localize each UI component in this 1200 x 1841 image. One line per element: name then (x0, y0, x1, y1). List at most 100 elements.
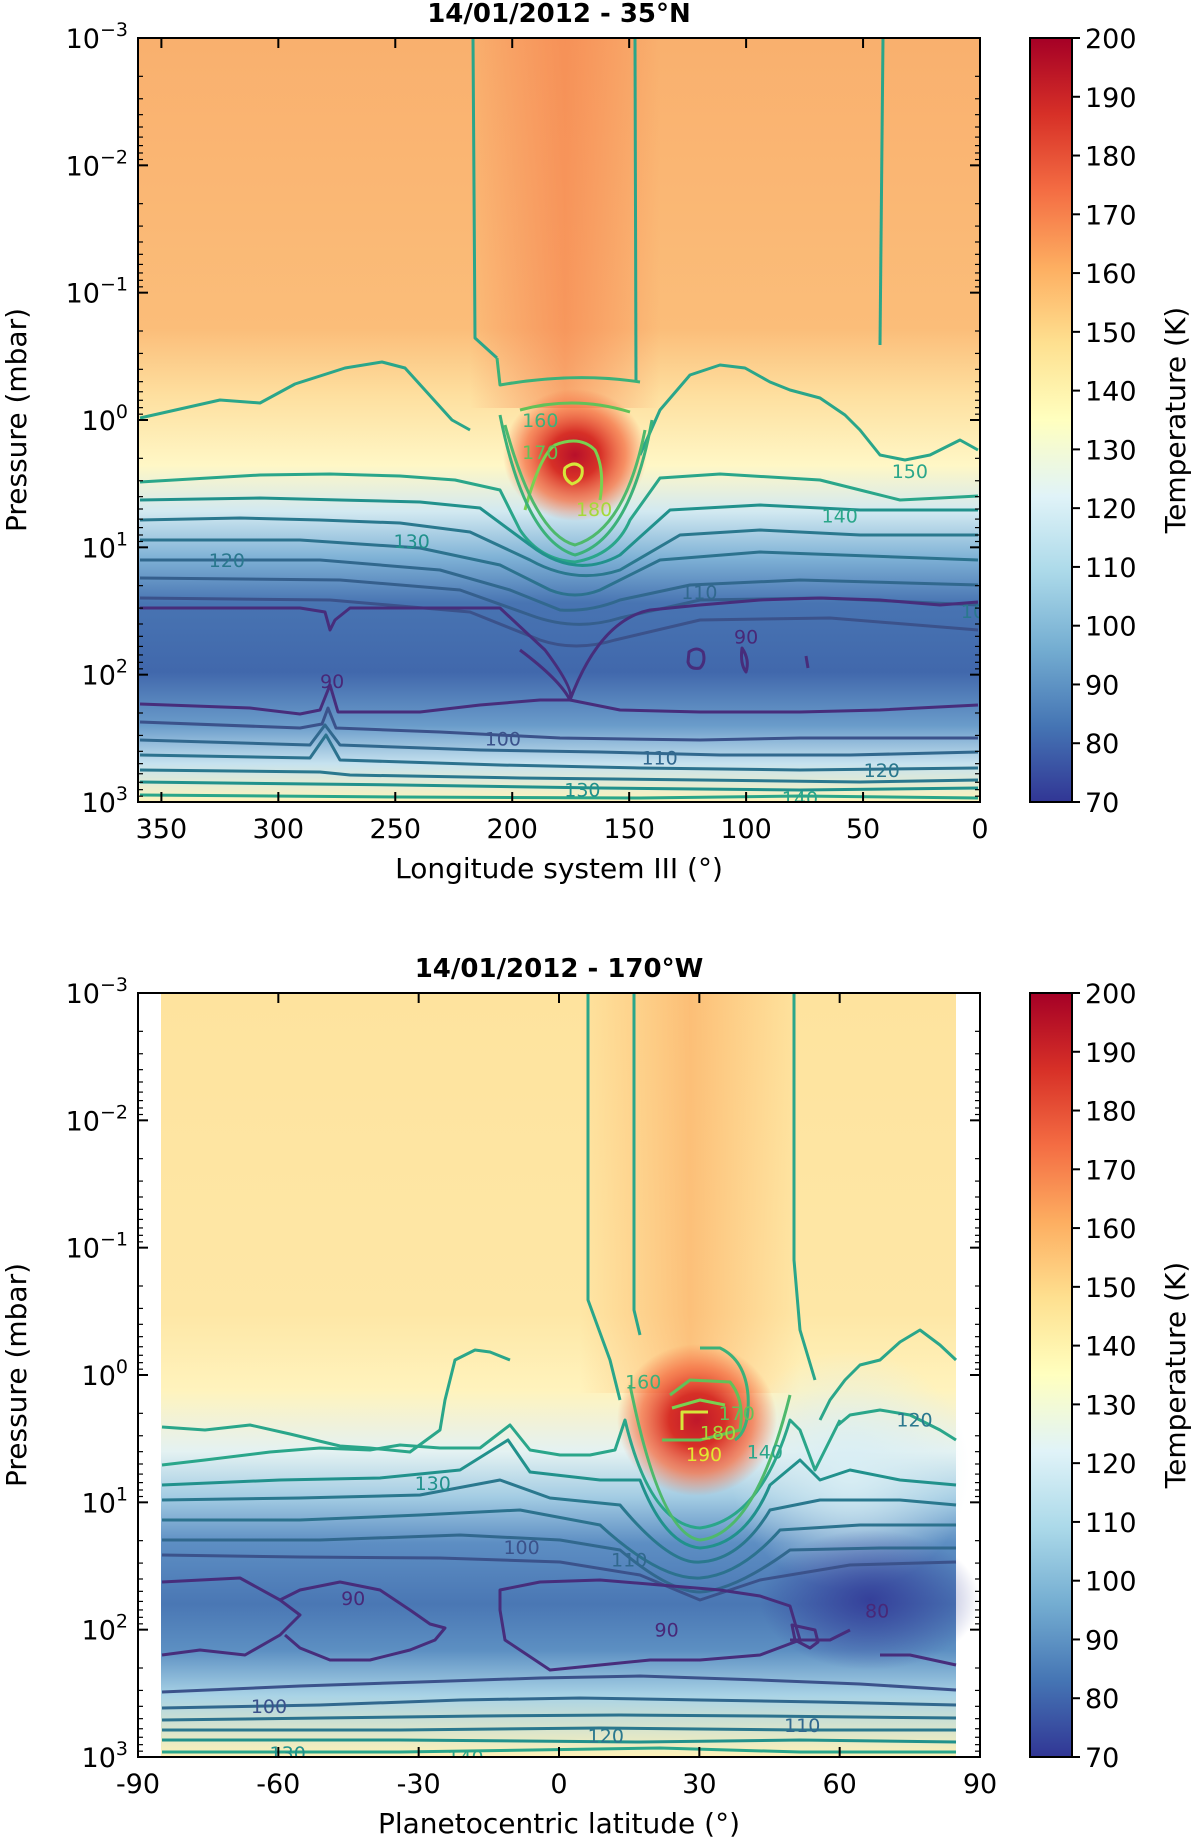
x-ticks-2: -90 -60 -30 0 30 60 90 (116, 993, 997, 1800)
colorbar-tick-label: 140 (1085, 1332, 1137, 1363)
colorbar-gradient-1 (1029, 37, 1073, 803)
colorbar-gradient-2 (1029, 992, 1073, 1758)
panel-longitude-section: 14/01/2012 - 35°N (0, 0, 1192, 885)
contour-label: 180 (700, 1422, 736, 1444)
y-tick-label: 103 (82, 1738, 128, 1774)
contour-label: 190 (686, 1444, 722, 1466)
contour-label: 90 (734, 626, 758, 648)
y-axis-label-2: Pressure (mbar) (0, 1263, 33, 1487)
y-tick-label: 101 (82, 1483, 128, 1519)
contour-110-lower-2 (161, 1713, 957, 1722)
contour-110-1 (140, 558, 979, 612)
contour-170-1 (519, 401, 631, 414)
contour-150-right-2 (792, 993, 817, 1381)
x-tick-label: 50 (846, 814, 880, 845)
colorbar-label-1: Temperature (K) (1159, 307, 1192, 534)
colorbar-tick-label: 200 (1085, 979, 1137, 1010)
colorbar-tick-label: 80 (1085, 1684, 1119, 1715)
colorbar-tick-label: 200 (1085, 24, 1137, 55)
warm-column-2 (580, 993, 800, 1393)
contour-105-lower-2 (161, 1696, 957, 1710)
contour-115-1 (140, 538, 979, 597)
contour-label: 110 (681, 582, 717, 604)
contour-110-2 (162, 1508, 956, 1580)
hotspot-2 (617, 1344, 777, 1496)
contour-90-west-2 (161, 1576, 302, 1657)
contour-80-b-1 (740, 646, 749, 674)
contour-label: 130 (415, 1473, 451, 1495)
contour-150-far-1 (878, 38, 885, 346)
contour-80-a-1 (686, 647, 706, 670)
contour-label: 150 (892, 461, 928, 483)
contour-90-loop-2 (279, 1580, 447, 1662)
contour-125-2 (161, 1438, 957, 1550)
contour-160-inner-1 (503, 424, 647, 547)
colorbar-tick-label: 190 (1085, 1038, 1137, 1069)
contour-140-lower-1 (139, 793, 979, 800)
chart-title-2: 14/01/2012 - 170°W (415, 954, 704, 984)
x-tick-label: 0 (550, 1769, 567, 1800)
contour-label: 160 (625, 1371, 661, 1393)
contour-label: 80 (865, 1601, 889, 1623)
contour-label: 140 (747, 1441, 783, 1463)
contour-150-mid-2 (632, 993, 642, 1336)
contour-140-lower-2 (162, 1746, 956, 1754)
contour-label: 140 (822, 506, 858, 528)
contour-label: 110 (784, 1715, 820, 1737)
x-axis-label-1: Longitude system III (°) (395, 852, 723, 885)
y-tick-label: 10−1 (66, 274, 128, 310)
heatmap-1: 160 170 180 150 140 130 120 110 90 10 90 100 110 120 1… (138, 38, 985, 802)
colorbar-1: 200190180170160150140130120110100908070 … (1029, 24, 1192, 819)
y-tick-label: 102 (82, 1611, 128, 1647)
chart-title-1: 14/01/2012 - 35°N (427, 0, 691, 29)
contour-label: 170 (719, 1403, 755, 1425)
contour-label: 180 (576, 499, 612, 521)
contour-label: 110 (641, 747, 677, 769)
contour-120-1 (139, 516, 978, 578)
contour-100-2 (161, 1553, 957, 1602)
colorbar-tick-label: 80 (1085, 729, 1119, 760)
x-tick-label: 350 (136, 814, 188, 845)
contour-160-1 (495, 357, 641, 387)
x-tick-label: -60 (256, 1769, 300, 1800)
contour-150-left-1 (471, 38, 499, 360)
contour-150-east-1 (638, 363, 979, 462)
contour-100-lower-1 (139, 706, 978, 742)
x-tick-label: 250 (370, 814, 422, 845)
contour-105-lower-1 (139, 723, 979, 757)
x-tick-label: -90 (116, 1769, 160, 1800)
contour-label: 130 (394, 531, 430, 553)
colorbar-ticks-2: 200 190 180 170 160 150 140 130 120 110 100 90 80 70 (1072, 979, 1137, 1774)
colorbar-tick-label: 110 (1085, 1508, 1137, 1539)
contour-label: 90 (341, 1588, 365, 1610)
colorbar-tick-label: 150 (1085, 1273, 1137, 1304)
contour-130-lower-1 (139, 780, 979, 792)
x-tick-label: 0 (971, 814, 988, 845)
contour-120-east-2 (837, 1408, 957, 1442)
contour-label: 140 (447, 1747, 483, 1769)
y-tick-label: 10−2 (66, 146, 128, 182)
contours-2 (161, 993, 958, 1754)
contour-90-lower-1 (139, 683, 979, 716)
contour-80-c-1 (804, 655, 810, 669)
contour-80-east-2 (880, 1653, 957, 1667)
colorbar-tick-label: 90 (1085, 670, 1119, 701)
x-ticks-1: 350 300 250 200 150 100 50 0 (136, 38, 989, 845)
contour-label: 160 (522, 410, 558, 432)
x-tick-label: 60 (822, 1769, 856, 1800)
contour-label: 10 (961, 601, 985, 623)
colorbar-tick-label: 100 (1085, 1567, 1137, 1598)
contour-label: 130 (564, 779, 600, 801)
y-ticks-2: 10−3 10−2 10−1 100 101 102 103 (66, 974, 980, 1774)
x-tick-label: 300 (253, 814, 305, 845)
contour-80-2 (790, 1623, 820, 1650)
colorbar-2: 200190180170160150140130120110100908070 … (1029, 979, 1192, 1774)
y-tick-label: 103 (82, 783, 128, 819)
contour-170-2 (662, 1378, 743, 1442)
contour-label: 120 (588, 1725, 624, 1747)
contour-label: 90 (320, 671, 344, 693)
colorbar-tick-label: 190 (1085, 83, 1137, 114)
y-tick-label: 10−3 (66, 19, 128, 55)
colorbar-label-2: Temperature (K) (1159, 1262, 1192, 1489)
